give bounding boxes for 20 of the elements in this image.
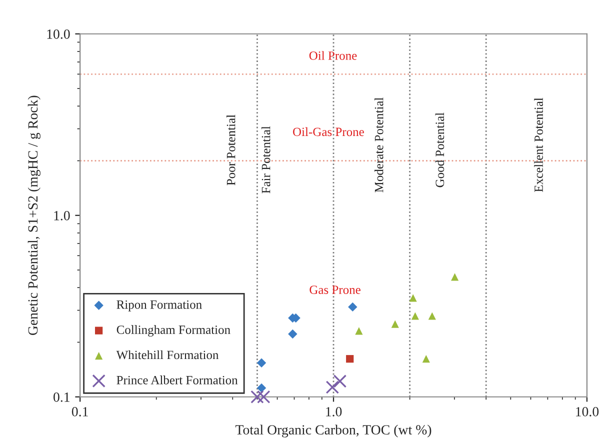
y-axis-title: Genetic Potential, S1+S2 (mgHC / g Rock) — [28, 96, 40, 336]
legend-label: Whitehill Formation — [116, 350, 219, 360]
annotation: Gas Prone — [310, 286, 360, 294]
legend-label: Collingham Formation — [116, 325, 230, 337]
annotation: Oil Prone — [309, 51, 357, 60]
y-tick-label: 10.0 — [47, 29, 70, 39]
annotation: Oil-Gas Prone — [293, 127, 364, 136]
annotation: Poor Potential — [226, 114, 236, 186]
x-axis-title: Total Organic Carbon, TOC (wt %) — [235, 424, 432, 438]
annotation: Moderate Potential — [374, 97, 384, 192]
legend-label: Prince Albert Formation — [116, 376, 238, 384]
y-tick-label: 0.1 — [54, 392, 70, 402]
annotation: Excellent Potential — [534, 98, 543, 192]
annotation: Fair Potential — [261, 126, 270, 194]
x-tick-label: 1.0 — [326, 407, 342, 416]
legend-label: Ripon Formation — [116, 300, 202, 312]
annotation: Good Potential — [435, 112, 444, 188]
x-tick-label: 0.1 — [72, 407, 88, 416]
y-tick-label: 1.0 — [54, 210, 70, 220]
x-tick-label: 10.0 — [576, 407, 599, 416]
